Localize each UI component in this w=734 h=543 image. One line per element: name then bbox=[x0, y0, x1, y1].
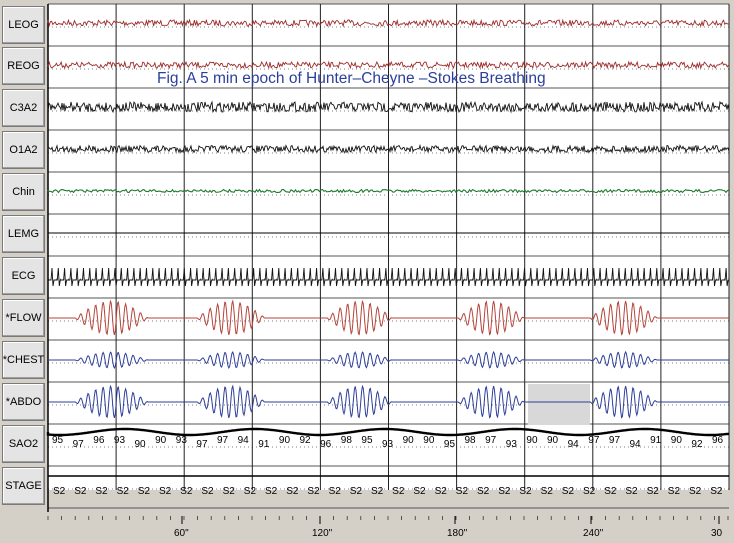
channel-label-chin[interactable]: Chin bbox=[2, 173, 45, 211]
sao2-value: 94 bbox=[238, 435, 250, 446]
channel-label-abdo[interactable]: *ABDO bbox=[2, 383, 45, 421]
sao2-value: 90 bbox=[671, 435, 683, 446]
sao2-value: 98 bbox=[341, 435, 353, 446]
stage-value: S2 bbox=[307, 486, 320, 497]
time-tick-label: 120" bbox=[312, 528, 333, 539]
stage-value: S2 bbox=[180, 486, 193, 497]
sao2-value: 90 bbox=[423, 435, 435, 446]
trace-sao2 bbox=[46, 427, 730, 437]
stage-value: S2 bbox=[668, 486, 681, 497]
trace-reog bbox=[47, 60, 729, 70]
channel-label-c3a2[interactable]: C3A2 bbox=[2, 89, 45, 127]
sao2-value: 90 bbox=[155, 435, 167, 446]
trace-ecg bbox=[48, 267, 729, 287]
stage-value: S2 bbox=[647, 486, 660, 497]
channel-label-chest[interactable]: *CHEST bbox=[2, 341, 45, 379]
stage-value: S2 bbox=[138, 486, 151, 497]
sao2-value: 95 bbox=[52, 435, 64, 446]
sao2-value: 90 bbox=[403, 435, 415, 446]
stage-value: S2 bbox=[562, 486, 575, 497]
stage-value: S2 bbox=[371, 486, 384, 497]
stage-value: S2 bbox=[519, 486, 532, 497]
sao2-value: 90 bbox=[135, 439, 147, 450]
time-axis-strip bbox=[48, 512, 729, 543]
stage-value: S2 bbox=[477, 486, 490, 497]
stage-value: S2 bbox=[53, 486, 66, 497]
time-tick-label: 30 bbox=[711, 528, 723, 539]
trace-chest bbox=[48, 350, 729, 370]
sao2-value: 97 bbox=[485, 435, 497, 446]
stage-value: S2 bbox=[350, 486, 363, 497]
sao2-value: 92 bbox=[691, 439, 703, 450]
trace-c3a2 bbox=[47, 100, 730, 114]
trace-chin bbox=[47, 188, 730, 194]
artifact-highlight bbox=[528, 384, 590, 425]
stage-value: S2 bbox=[74, 486, 87, 497]
sao2-value: 96 bbox=[320, 439, 332, 450]
sao2-value: 96 bbox=[712, 435, 724, 446]
stage-value: S2 bbox=[117, 486, 130, 497]
time-tick-label: 240" bbox=[583, 528, 604, 539]
channel-label-flow[interactable]: *FLOW bbox=[2, 299, 45, 337]
stage-value: S2 bbox=[201, 486, 214, 497]
channel-label-stage[interactable]: STAGE bbox=[2, 467, 45, 505]
stage-value: S2 bbox=[710, 486, 723, 497]
time-tick-label: 180" bbox=[447, 528, 468, 539]
sao2-value: 90 bbox=[526, 435, 538, 446]
sao2-value: 90 bbox=[547, 435, 559, 446]
stage-value: S2 bbox=[541, 486, 554, 497]
stage-value: S2 bbox=[498, 486, 511, 497]
channel-label-reog[interactable]: REOG bbox=[2, 47, 45, 85]
sao2-value: 94 bbox=[630, 439, 642, 450]
sao2-value: 92 bbox=[300, 435, 312, 446]
sao2-value: 95 bbox=[361, 435, 373, 446]
stage-value: S2 bbox=[689, 486, 702, 497]
trace-abdo bbox=[48, 384, 729, 419]
sao2-value: 91 bbox=[650, 435, 662, 446]
sao2-value: 93 bbox=[176, 435, 188, 446]
stage-value: S2 bbox=[329, 486, 342, 497]
channel-label-sao2[interactable]: SAO2 bbox=[2, 425, 45, 463]
sao2-value: 97 bbox=[609, 435, 621, 446]
sao2-value: 97 bbox=[73, 439, 85, 450]
sao2-value: 91 bbox=[258, 439, 270, 450]
stage-value: S2 bbox=[265, 486, 278, 497]
sao2-value: 90 bbox=[279, 435, 291, 446]
stage-value: S2 bbox=[244, 486, 257, 497]
stage-value: S2 bbox=[604, 486, 617, 497]
channel-label-ecg[interactable]: ECG bbox=[2, 257, 45, 295]
stage-value: S2 bbox=[456, 486, 469, 497]
trace-leog bbox=[47, 18, 729, 28]
stage-value: S2 bbox=[159, 486, 172, 497]
time-tick-label: 60" bbox=[174, 528, 189, 539]
stage-value: S2 bbox=[583, 486, 596, 497]
stage-value: S2 bbox=[223, 486, 236, 497]
stage-value: S2 bbox=[286, 486, 299, 497]
stage-value: S2 bbox=[435, 486, 448, 497]
stage-value: S2 bbox=[625, 486, 638, 497]
sao2-value: 96 bbox=[93, 435, 105, 446]
channel-label-o1a2[interactable]: O1A2 bbox=[2, 131, 45, 169]
trace-flow bbox=[48, 299, 729, 336]
channel-label-leog[interactable]: LEOG bbox=[2, 6, 45, 44]
sao2-value: 93 bbox=[114, 435, 126, 446]
stage-value: S2 bbox=[95, 486, 108, 497]
stage-value: S2 bbox=[392, 486, 405, 497]
channel-label-lemg[interactable]: LEMG bbox=[2, 215, 45, 253]
figure-title: Fig. A 5 min epoch of Hunter–Cheyne –Sto… bbox=[157, 70, 546, 87]
sao2-value: 98 bbox=[465, 435, 477, 446]
trace-o1a2 bbox=[47, 143, 730, 155]
sao2-value: 94 bbox=[568, 439, 580, 450]
sao2-value: 97 bbox=[588, 435, 600, 446]
sao2-value: 93 bbox=[506, 439, 518, 450]
sao2-value: 93 bbox=[382, 439, 394, 450]
sao2-value: 95 bbox=[444, 439, 456, 450]
sao2-value: 97 bbox=[217, 435, 229, 446]
stage-value: S2 bbox=[413, 486, 426, 497]
sao2-value: 97 bbox=[196, 439, 208, 450]
